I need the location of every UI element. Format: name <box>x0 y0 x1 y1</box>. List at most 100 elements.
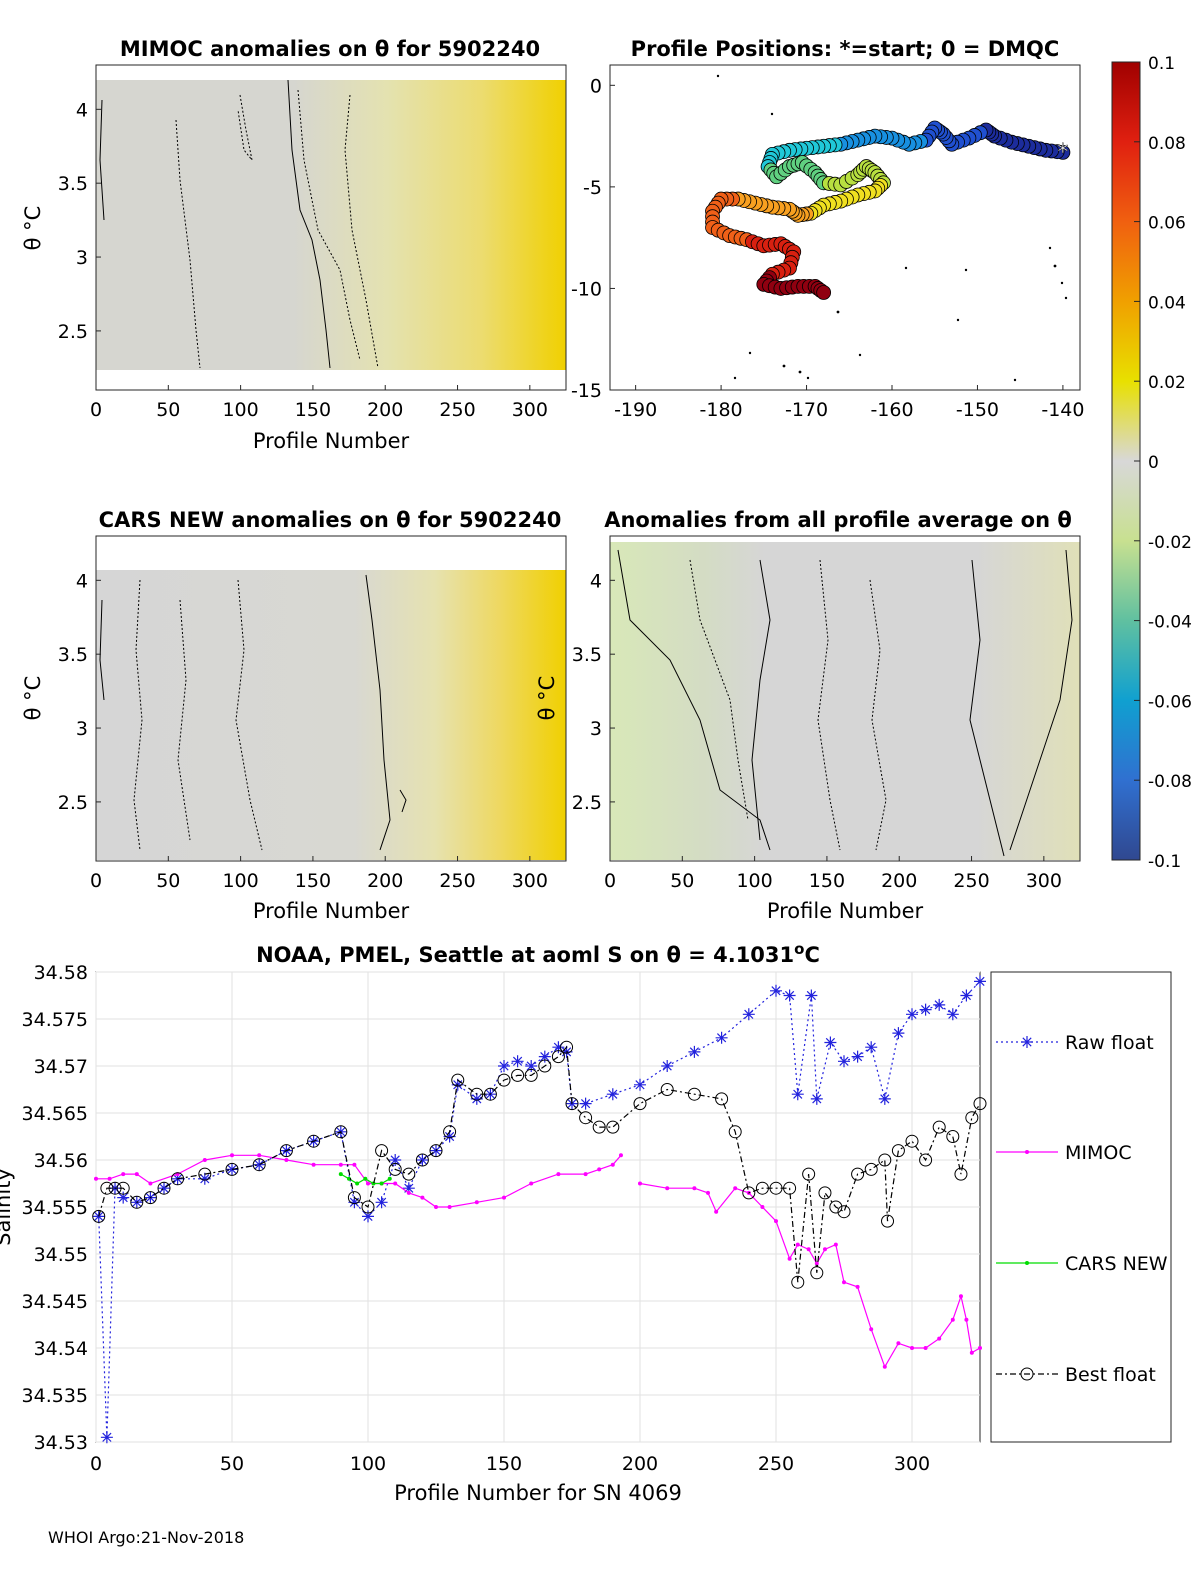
cars-axes-box <box>95 535 567 862</box>
data-point <box>896 1341 901 1346</box>
data-point <box>842 1280 846 1285</box>
data-point <box>688 1045 701 1058</box>
y-tick-label: 34.57 <box>34 1056 88 1078</box>
colorbar-tick-label: 0.04 <box>1148 293 1186 313</box>
salinity-panel: 0 50 100 150 200 250 300 34.53 34.535 34.54 34.545… <box>0 940 987 1505</box>
data-point <box>960 989 973 1002</box>
colorbar-tick-label: 0 <box>1148 453 1159 473</box>
data-point <box>814 1261 819 1266</box>
mimoc-contours <box>99 79 379 369</box>
data-point <box>818 1186 832 1200</box>
data-point <box>252 1158 266 1172</box>
mimoc-contour <box>99 99 105 221</box>
data-point <box>361 1200 375 1214</box>
data-point <box>389 1154 402 1166</box>
data-point <box>1025 1261 1029 1265</box>
data-point <box>760 1205 765 1209</box>
data-point <box>355 1181 360 1186</box>
data-point <box>552 1041 565 1054</box>
data-point <box>434 1205 438 1209</box>
x-tick-label: 50 <box>156 399 180 421</box>
y-tick-label: 3 <box>76 247 88 269</box>
coast-dot <box>733 376 737 380</box>
data-point <box>791 1088 804 1101</box>
mimoc-ylabel: θ °C <box>21 206 45 251</box>
mimoc-title: MIMOC anomalies on θ for 5902240 <box>120 37 540 61</box>
data-point <box>346 1176 351 1181</box>
data-point <box>579 1097 592 1110</box>
data-point <box>143 1191 157 1205</box>
data-point <box>311 1162 316 1167</box>
data-point <box>551 1050 565 1064</box>
data-point <box>470 1092 483 1105</box>
allprof-contour <box>617 549 771 851</box>
data-point <box>279 1144 293 1158</box>
data-point <box>307 1134 321 1148</box>
coast-dot <box>1060 281 1064 285</box>
data-point <box>565 1097 579 1111</box>
data-point <box>882 1364 887 1369</box>
data-point <box>117 1191 130 1204</box>
x-tick-label: 200 <box>367 399 403 421</box>
data-point <box>583 1172 588 1177</box>
data-point <box>783 1181 797 1195</box>
allprof-contour <box>817 559 841 851</box>
salinity-xlabel: Profile Number for SN 4069 <box>394 1481 682 1505</box>
data-point <box>524 1068 538 1082</box>
allprof-ylabel: θ °C <box>535 676 559 721</box>
data-point <box>198 1167 212 1181</box>
data-point <box>474 1200 479 1205</box>
data-point <box>451 1078 464 1091</box>
data-point <box>933 998 946 1011</box>
data-point <box>606 1088 619 1101</box>
profile-position-point <box>816 285 832 300</box>
coast-dot <box>858 353 862 357</box>
colorbar-tick-label: -0.02 <box>1148 533 1192 553</box>
data-point <box>978 1346 982 1350</box>
series-best-float <box>92 1040 987 1289</box>
data-point <box>388 1162 402 1176</box>
cars-contours <box>99 574 407 851</box>
mimoc-contour <box>344 94 379 369</box>
y-tick-label: 2.5 <box>58 321 88 343</box>
data-point <box>402 1167 416 1181</box>
data-point <box>829 1200 843 1214</box>
data-point <box>429 1144 443 1158</box>
data-point <box>905 1134 919 1148</box>
data-point <box>774 1219 778 1224</box>
data-point <box>525 1060 538 1072</box>
y-tick-label: -10 <box>571 278 602 300</box>
data-point <box>511 1068 525 1082</box>
data-point <box>714 1209 719 1214</box>
cars-contour <box>399 789 407 813</box>
data-point <box>402 1182 415 1195</box>
y-tick-label: 3.5 <box>58 644 88 666</box>
series-line <box>98 1045 981 1283</box>
data-point <box>416 1154 429 1166</box>
colorbar-tick-label: -0.06 <box>1148 692 1192 712</box>
y-tick-label: 4 <box>590 570 602 592</box>
x-tick-label: 300 <box>512 399 548 421</box>
data-point <box>838 1055 850 1068</box>
y-tick-label: 34.535 <box>22 1385 88 1407</box>
allprof-contour <box>969 559 1005 857</box>
x-tick-label: 150 <box>809 870 845 892</box>
y-tick-label: 34.55 <box>34 1244 88 1266</box>
start-marker: * <box>1057 140 1068 165</box>
data-point <box>950 1317 955 1322</box>
data-point <box>783 989 796 1002</box>
x-tick-label: 200 <box>367 870 403 892</box>
cars-contour <box>133 579 143 851</box>
positions-axes-box <box>609 64 1081 391</box>
allprof-contour <box>869 579 887 851</box>
data-point <box>973 1097 987 1111</box>
data-point <box>919 1003 932 1016</box>
data-point <box>1021 1036 1033 1048</box>
data-point <box>833 1242 838 1247</box>
data-point <box>810 1266 824 1280</box>
cars-panel: 0 50 100 150 200 250 300 2.5 3 3.5 4 CARS NEW anom… <box>21 508 567 923</box>
data-point <box>257 1153 262 1158</box>
mimoc-contour <box>287 79 331 369</box>
coast-dot <box>770 112 774 116</box>
x-tick-label: 100 <box>222 870 258 892</box>
